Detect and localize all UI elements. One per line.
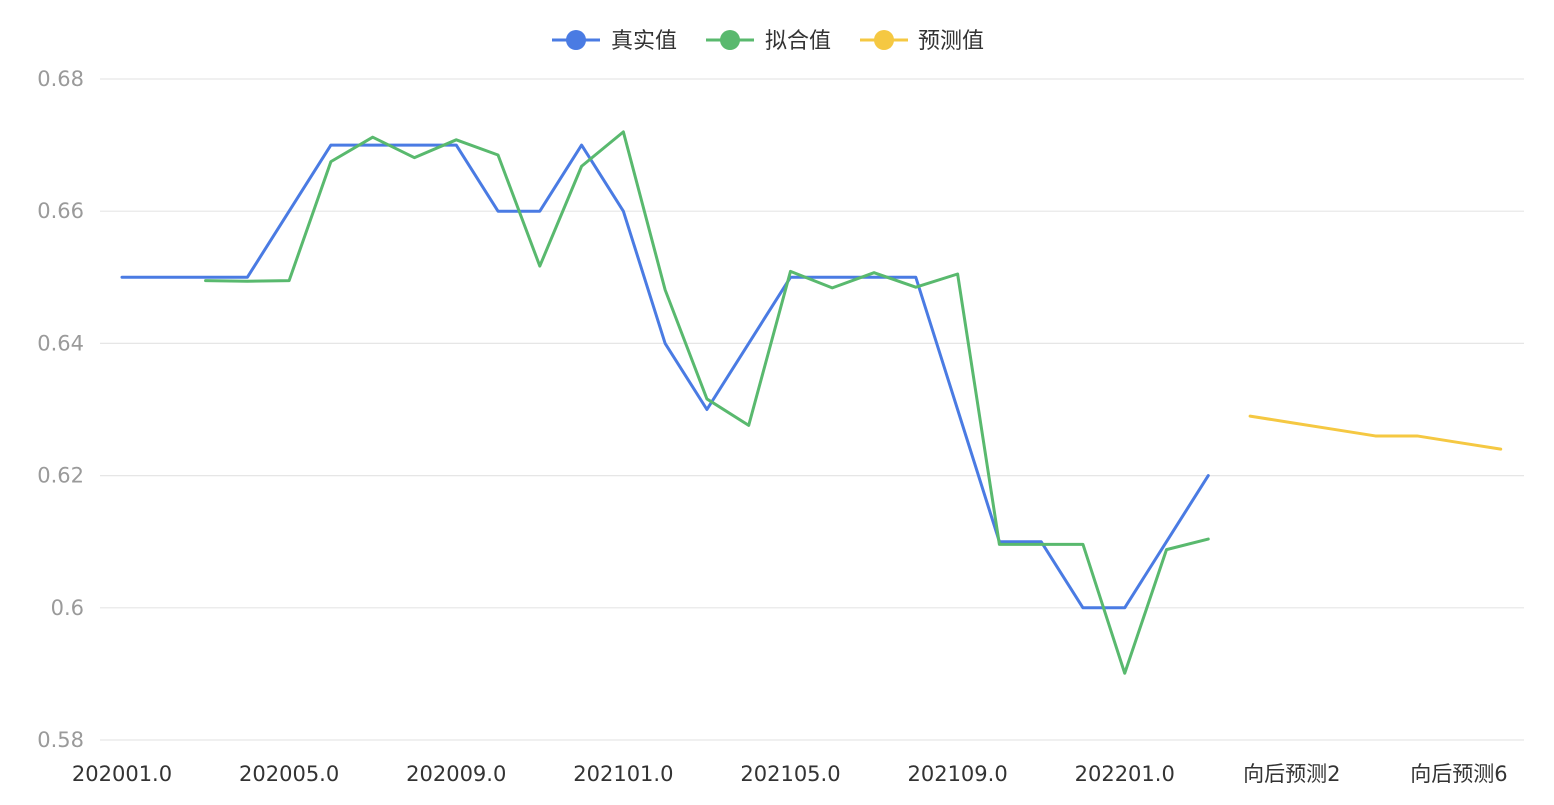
series-line-1 [204,130,1210,675]
legend-item-2[interactable]: 预测值 [860,29,984,54]
legend[interactable]: 真实值 拟合值 预测值 [552,29,984,54]
y-tick-label: 0.6 [51,596,84,620]
x-tick-label: 202109.0 [907,762,1007,786]
legend-item-0[interactable]: 真实值 [552,29,677,54]
series-line-0 [120,143,1210,610]
series-line-2 [1248,414,1503,451]
x-tick-label: 202009.0 [406,762,506,786]
y-tick-label: 0.58 [37,728,84,752]
x-tick-label: 202001.0 [72,762,172,786]
x-tick-label: 向后预测6 [1410,762,1507,786]
legend-label: 预测值 [918,29,984,54]
x-tick-label: 202201.0 [1075,762,1175,786]
legend-label: 拟合值 [765,29,831,54]
y-axis-ticks: 0.58 0.6 0.62 0.64 0.66 0.68 [37,67,84,752]
x-tick-label: 202101.0 [573,762,673,786]
grid-lines [100,78,1524,741]
x-tick-label: 202105.0 [740,762,840,786]
legend-item-1[interactable]: 拟合值 [706,29,831,54]
x-tick-label: 202005.0 [239,762,339,786]
legend-dot-marker [566,30,586,50]
series-lines [120,130,1503,675]
legend-dot-marker [720,30,740,50]
legend-dot-marker [874,30,894,50]
legend-label: 真实值 [611,29,677,54]
y-tick-label: 0.64 [37,331,84,355]
y-tick-label: 0.62 [37,464,84,488]
y-tick-label: 0.66 [37,199,84,223]
x-axis-ticks: 202001.0 202005.0 202009.0 202101.0 202105.0… [72,762,1508,786]
y-tick-label: 0.68 [37,67,84,91]
x-tick-label: 向后预测2 [1243,762,1340,786]
